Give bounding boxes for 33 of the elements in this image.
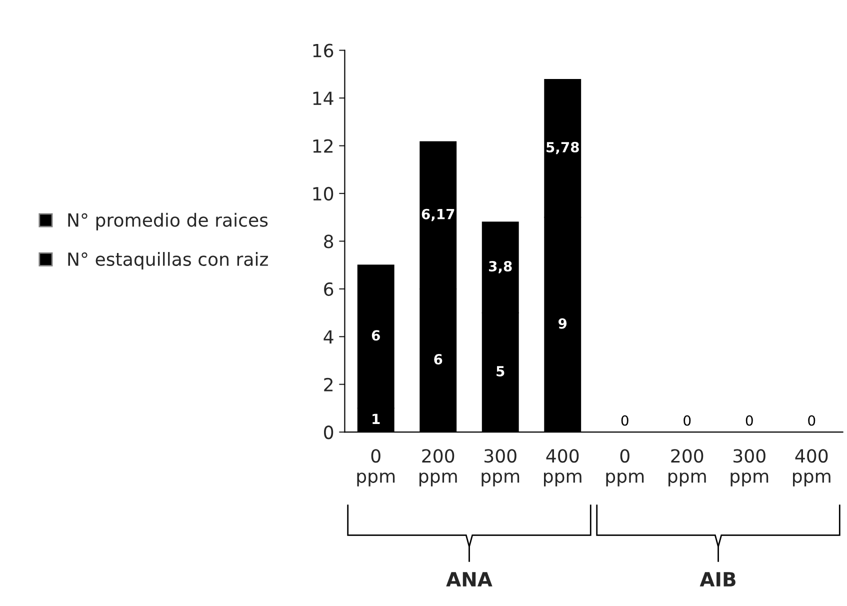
y-tick-label: 16: [313, 44, 334, 58]
data-label: 0: [621, 415, 628, 426]
legend-label: N° promedio de raices: [68, 212, 268, 230]
x-tick-label: 300 ppm: [482, 449, 520, 486]
y-tick-label: 0: [324, 426, 334, 440]
y-tick-label: 6: [324, 282, 334, 296]
y-tick-label: 4: [324, 330, 334, 344]
x-tick-label: 300 ppm: [730, 449, 768, 486]
y-tick-label: 14: [313, 92, 334, 105]
y-tick-label: 10: [313, 186, 334, 201]
data-label: 0: [808, 415, 816, 426]
data-label: 3,8: [488, 260, 512, 274]
data-label: 5,78: [546, 142, 579, 154]
y-tick-label: 8: [324, 234, 334, 248]
x-tick-label: 0 ppm: [606, 449, 644, 486]
x-tick-label: 0 ppm: [357, 449, 395, 486]
data-label: 1: [372, 414, 380, 424]
text: ANA: [446, 572, 492, 586]
data-label: 5: [496, 366, 504, 376]
x-tick-label: 400 ppm: [793, 449, 830, 486]
data-label: 6,17: [422, 208, 454, 222]
data-label: 6: [372, 330, 380, 341]
data-label: 0: [684, 415, 691, 426]
x-tick-label: 200 ppm: [419, 449, 457, 486]
y-tick-label: 12: [313, 139, 333, 153]
x-tick-label: 400 ppm: [544, 449, 582, 486]
legend-label: N° estaquillas con raiz: [68, 252, 268, 270]
data-label: 9: [558, 318, 567, 329]
x-tick-label: 200 ppm: [668, 449, 706, 486]
data-label: 6: [434, 354, 442, 365]
y-tick-label: 2: [324, 378, 333, 392]
text: AIB: [700, 572, 736, 586]
data-label: 0: [746, 415, 753, 426]
